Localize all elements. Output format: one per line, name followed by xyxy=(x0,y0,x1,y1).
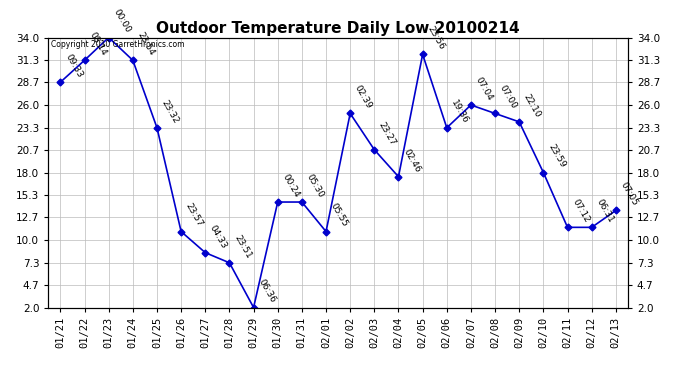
Text: 08:14: 08:14 xyxy=(88,31,108,57)
Text: 23:27: 23:27 xyxy=(377,120,397,147)
Text: 00:24: 00:24 xyxy=(281,172,301,199)
Text: 07:04: 07:04 xyxy=(474,75,494,102)
Text: 07:05: 07:05 xyxy=(619,181,640,208)
Text: 04:33: 04:33 xyxy=(208,223,228,250)
Text: 23:32: 23:32 xyxy=(160,98,180,125)
Text: 23:56: 23:56 xyxy=(426,25,446,52)
Text: 05:55: 05:55 xyxy=(329,202,350,229)
Text: Copyright 2010 GarretHronics.com: Copyright 2010 GarretHronics.com xyxy=(51,40,185,49)
Text: 23:59: 23:59 xyxy=(546,143,566,170)
Text: 07:12: 07:12 xyxy=(571,198,591,225)
Text: 23:54: 23:54 xyxy=(136,31,156,57)
Text: 06:31: 06:31 xyxy=(595,198,615,225)
Text: 02:46: 02:46 xyxy=(402,147,422,174)
Text: 07:00: 07:00 xyxy=(498,84,519,111)
Text: 19:36: 19:36 xyxy=(450,98,471,125)
Text: 09:33: 09:33 xyxy=(63,53,84,80)
Text: 22:10: 22:10 xyxy=(522,92,542,119)
Text: 23:51: 23:51 xyxy=(233,233,253,260)
Text: 05:30: 05:30 xyxy=(305,172,326,199)
Title: Outdoor Temperature Daily Low 20100214: Outdoor Temperature Daily Low 20100214 xyxy=(157,21,520,36)
Text: 06:36: 06:36 xyxy=(257,278,277,305)
Text: 00:00: 00:00 xyxy=(112,8,132,35)
Text: 02:39: 02:39 xyxy=(353,84,373,111)
Text: 23:57: 23:57 xyxy=(184,202,204,229)
